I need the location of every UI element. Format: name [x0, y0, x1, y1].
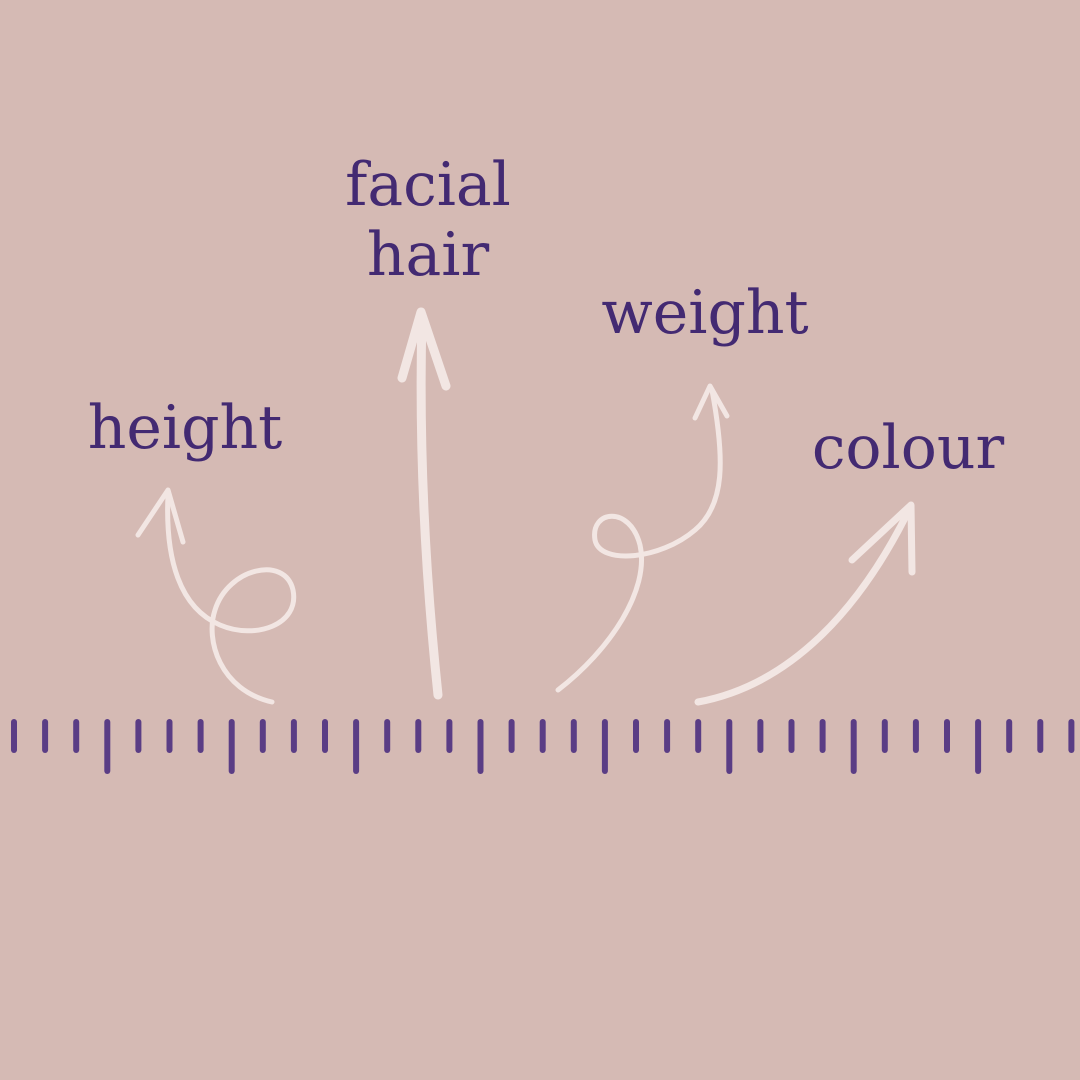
- facial-hair-arrow: [397, 307, 451, 700]
- colour-arrow: [694, 501, 916, 706]
- facial-hair-arrow-head: [397, 307, 451, 391]
- weight-arrow-shaft: [555, 387, 723, 693]
- height-arrow-head: [135, 487, 186, 545]
- colour-arrow-head: [848, 501, 916, 576]
- colour-arrow-shaft: [694, 504, 914, 706]
- height-arrow-shaft: [165, 492, 297, 705]
- weight-arrow: [555, 383, 730, 693]
- weight-arrow-head: [692, 383, 730, 421]
- label-facial-hair-line1: facial: [345, 150, 511, 220]
- label-weight: weight: [601, 278, 808, 348]
- label-facial-hair-line2: hair: [367, 220, 490, 290]
- facial-hair-arrow-shaft: [416, 313, 443, 700]
- label-height: height: [88, 393, 283, 463]
- label-colour: colour: [812, 413, 1005, 483]
- ruler: [11, 719, 1075, 774]
- height-arrow: [135, 487, 297, 705]
